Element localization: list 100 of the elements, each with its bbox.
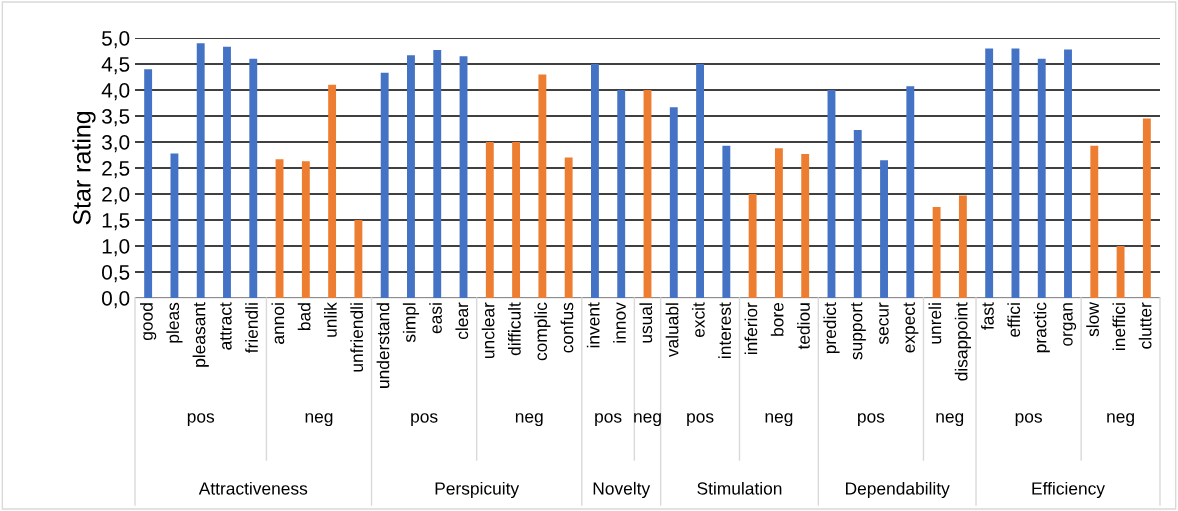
y-tick-label: 1,0: [102, 239, 130, 257]
x-tick-label: secur: [879, 302, 889, 345]
bar: [301, 161, 310, 298]
bar: [748, 194, 757, 298]
bar: [801, 153, 810, 298]
x-tick-label: clear: [455, 302, 469, 340]
text: neg: [634, 413, 661, 427]
x-tick-label: fast: [981, 302, 994, 330]
x-tick-label: innov: [613, 302, 626, 343]
bar: [564, 157, 573, 298]
bar: [1064, 49, 1072, 298]
y-tick-label: 0,5: [101, 265, 130, 283]
bar: [696, 64, 705, 298]
y-tick-label: 3,5: [101, 109, 130, 127]
text: pos: [187, 413, 215, 427]
x-tick-label: effici: [1007, 303, 1021, 337]
text: pos: [858, 413, 885, 427]
bar: [932, 207, 941, 298]
bar: [223, 46, 231, 298]
x-tick-label: valuabl: [665, 303, 679, 358]
x-tick-label: practic: [1033, 302, 1050, 353]
text: Stimulation: [697, 481, 782, 495]
y-tick-label: 3,0: [101, 135, 130, 153]
x-tick-label: understand: [376, 303, 390, 388]
x-tick-label: interest: [718, 302, 732, 358]
bar: [906, 86, 915, 298]
bar: [407, 55, 415, 298]
text: neg: [515, 413, 543, 427]
x-tick-label: attract: [220, 302, 232, 350]
bar: [354, 220, 363, 298]
x-tick-label: pleas: [166, 302, 183, 343]
x-tick-label: expect: [903, 302, 919, 353]
bar: [774, 148, 783, 298]
x-tick-label: predict: [823, 302, 840, 354]
x-tick-label: tediou: [797, 303, 810, 350]
x-tick-label: unlik: [324, 302, 337, 337]
text: pos: [595, 413, 622, 427]
y-tick-label: 2,0: [102, 187, 130, 205]
y-tick-label: 1,5: [102, 213, 130, 231]
bar: [196, 43, 205, 298]
x-tick-label: complic: [534, 302, 551, 361]
bar: [958, 195, 967, 298]
text: pos: [1015, 413, 1042, 427]
x-tick-label: ineffici: [1112, 303, 1126, 350]
y-tick-label: 4,5: [101, 57, 130, 75]
x-tick-label: inferior: [744, 302, 758, 355]
text: neg: [305, 413, 333, 427]
text: pos: [687, 413, 714, 427]
bar: [880, 160, 888, 298]
bar: [617, 90, 626, 298]
bar: [985, 48, 994, 298]
text: neg: [1107, 413, 1134, 427]
bar: [170, 153, 179, 298]
x-tick-label: clutter: [1138, 302, 1152, 349]
x-tick-label: unfriendli: [350, 303, 364, 372]
bar: [1142, 118, 1151, 298]
bar: [669, 107, 678, 298]
bar: [590, 64, 599, 298]
x-tick-label: difficult: [508, 302, 521, 356]
bar: [1090, 145, 1099, 298]
bar: [380, 72, 389, 298]
bar: [433, 49, 442, 298]
x-tick-label: friendli: [245, 303, 258, 354]
x-tick-label: good: [140, 303, 157, 341]
x-tick-label: annoi: [271, 303, 285, 344]
y-tick-label: 2,5: [102, 161, 130, 179]
bar: [249, 58, 258, 298]
text: neg: [936, 413, 964, 427]
bar: [1116, 246, 1125, 298]
text: Attractiveness: [198, 481, 308, 495]
x-tick-label: pleasant: [192, 302, 209, 367]
x-tick-label: easi: [429, 303, 442, 334]
bar: [538, 74, 547, 298]
x-tick-label: unclear: [481, 302, 495, 358]
x-tick-label: unreli: [928, 303, 942, 344]
bar: [144, 69, 153, 298]
x-tick-label: excit: [691, 302, 705, 338]
x-tick-label: simpl: [402, 303, 420, 343]
bar: [328, 84, 337, 298]
y-axis-title: Star rating: [72, 111, 96, 225]
y-tick-label: 5,0: [102, 31, 130, 49]
text: Dependability: [846, 481, 950, 499]
x-tick-label: usual: [639, 303, 653, 343]
bar: [485, 142, 494, 298]
x-tick-label: bad: [297, 303, 311, 331]
text: Efficiency: [1032, 481, 1105, 499]
bar: [722, 145, 731, 298]
x-tick-label: organ: [1063, 303, 1077, 346]
text: pos: [411, 413, 438, 427]
x-tick-label: confus: [560, 302, 574, 353]
y-tick-label: 4,0: [101, 83, 130, 101]
x-tick-label: invent: [586, 302, 600, 348]
text: Novelty: [593, 481, 651, 499]
x-tick-label: bore: [770, 302, 784, 336]
text: Perspicuity: [435, 481, 520, 499]
y-tick-label: 0,0: [101, 291, 130, 309]
x-tick-label: disappoint: [954, 302, 971, 381]
x-tick-label: support: [851, 302, 866, 360]
bar: [1037, 58, 1046, 298]
x-tick-label: slow: [1086, 302, 1099, 337]
